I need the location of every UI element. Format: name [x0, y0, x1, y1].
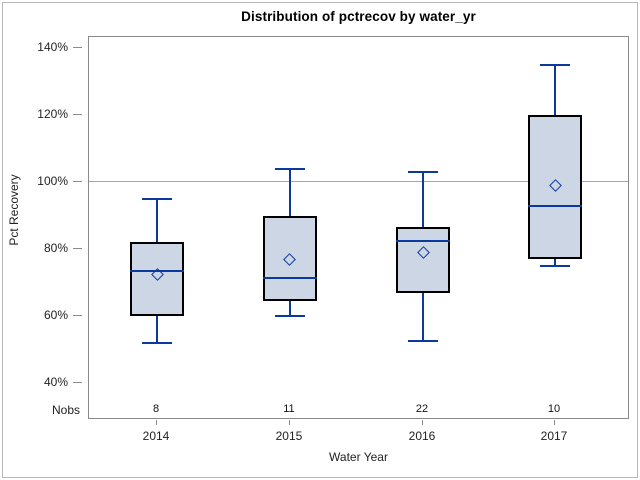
iqr-box [396, 227, 450, 293]
y-tick-label: 120% [37, 107, 68, 122]
nobs-value: 11 [283, 403, 295, 415]
y-tick-mark [73, 248, 82, 250]
whisker-cap-low [274, 315, 305, 318]
plot-area [88, 36, 629, 419]
whisker-cap-high [142, 197, 172, 200]
whisker-cap-low [540, 264, 571, 267]
nobs-value: 8 [152, 403, 160, 415]
x-axis-title: Water Year [329, 450, 388, 464]
x-tick-label: 2015 [275, 429, 303, 443]
iqr-box [528, 115, 583, 260]
x-tick-label: 2017 [540, 429, 568, 443]
y-tick-label: 60% [43, 308, 68, 323]
y-tick-mark [73, 114, 82, 116]
y-tick-mark [73, 382, 82, 384]
y-tick-label: 80% [43, 241, 68, 256]
chart-title: Distribution of pctrecov by water_yr [241, 9, 476, 24]
nobs-row-label: Nobs [51, 403, 80, 417]
whisker-cap-high [540, 63, 571, 66]
y-tick-mark [73, 181, 82, 183]
y-tick-label: 100% [37, 174, 68, 189]
median-line [528, 204, 583, 207]
iqr-box [130, 242, 184, 317]
median-line [396, 239, 450, 242]
nobs-value: 22 [415, 403, 429, 415]
whisker-cap-high [274, 167, 305, 170]
y-tick-mark [73, 47, 82, 49]
x-tick-mark [554, 420, 556, 425]
x-tick-mark [156, 420, 157, 425]
iqr-box [262, 215, 317, 302]
x-tick-mark [288, 420, 290, 425]
x-tick-label: 2014 [142, 429, 170, 443]
nobs-value: 10 [547, 403, 561, 415]
x-tick-label: 2016 [408, 429, 436, 443]
whisker-cap-low [142, 341, 172, 344]
median-line [130, 269, 184, 272]
y-tick-label: 140% [37, 40, 68, 55]
x-tick-mark [422, 420, 423, 425]
y-tick-label: 40% [43, 375, 68, 390]
y-tick-mark [73, 315, 82, 317]
whisker-cap-low [408, 340, 438, 343]
median-line [262, 276, 317, 279]
whisker-cap-high [408, 171, 438, 174]
